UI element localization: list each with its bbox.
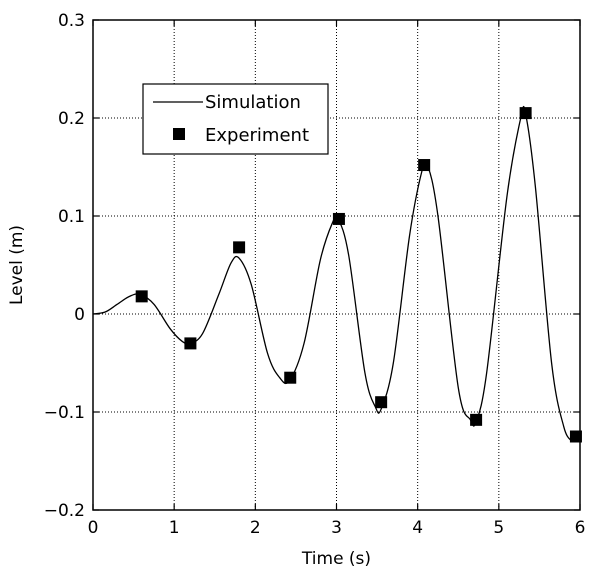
y-tick-label: 0 — [74, 305, 85, 325]
x-tick-label: 0 — [88, 518, 99, 538]
experiment-marker — [375, 396, 388, 409]
x-tick-label: 3 — [331, 518, 342, 538]
legend-marker-swatch — [173, 128, 185, 140]
experiment-marker — [519, 107, 532, 120]
axis-layer: 0 1 2 3 4 5 6 −0.2 −0.1 0 0.1 0.2 0.3 — [44, 11, 586, 538]
x-tick-label: 2 — [250, 518, 261, 538]
experiment-marker — [470, 413, 483, 426]
y-axis-label: Level (m) — [7, 225, 27, 305]
experiment-marker — [184, 337, 197, 350]
x-tick-label: 6 — [575, 518, 586, 538]
x-tick-label: 5 — [493, 518, 504, 538]
series-layer — [92, 105, 582, 443]
legend-box — [142, 83, 329, 155]
y-tick-label: −0.1 — [44, 403, 85, 423]
experiment-marker — [569, 430, 582, 443]
x-tick-label: 1 — [169, 518, 180, 538]
experiment-marker — [284, 371, 297, 384]
legend: Simulation Experiment — [142, 83, 329, 155]
y-tick-label: 0.2 — [58, 109, 85, 129]
legend-label-simulation: Simulation — [205, 92, 301, 113]
experiment-marker — [233, 241, 246, 254]
experiment-marker — [418, 159, 431, 172]
y-tick-label: 0.1 — [58, 207, 85, 227]
series-line-simulation — [92, 105, 573, 442]
legend-label-experiment: Experiment — [205, 125, 309, 146]
experiment-marker — [332, 212, 345, 225]
y-tick-label: −0.2 — [44, 501, 85, 521]
experiment-marker — [135, 290, 148, 303]
x-tick-label: 4 — [412, 518, 423, 538]
y-tick-label: 0.3 — [58, 11, 85, 31]
x-axis-label: Time (s) — [301, 549, 371, 569]
